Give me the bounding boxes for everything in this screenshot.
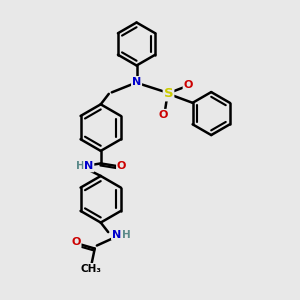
Text: O: O <box>159 110 168 120</box>
Text: O: O <box>117 161 126 171</box>
Text: H: H <box>122 230 131 239</box>
Text: N: N <box>132 77 141 87</box>
Text: CH₃: CH₃ <box>81 264 102 274</box>
Text: O: O <box>184 80 193 90</box>
Text: N: N <box>112 230 121 239</box>
Text: S: S <box>164 87 173 101</box>
Text: N: N <box>84 161 93 171</box>
Text: H: H <box>76 161 85 171</box>
Text: O: O <box>71 237 81 247</box>
